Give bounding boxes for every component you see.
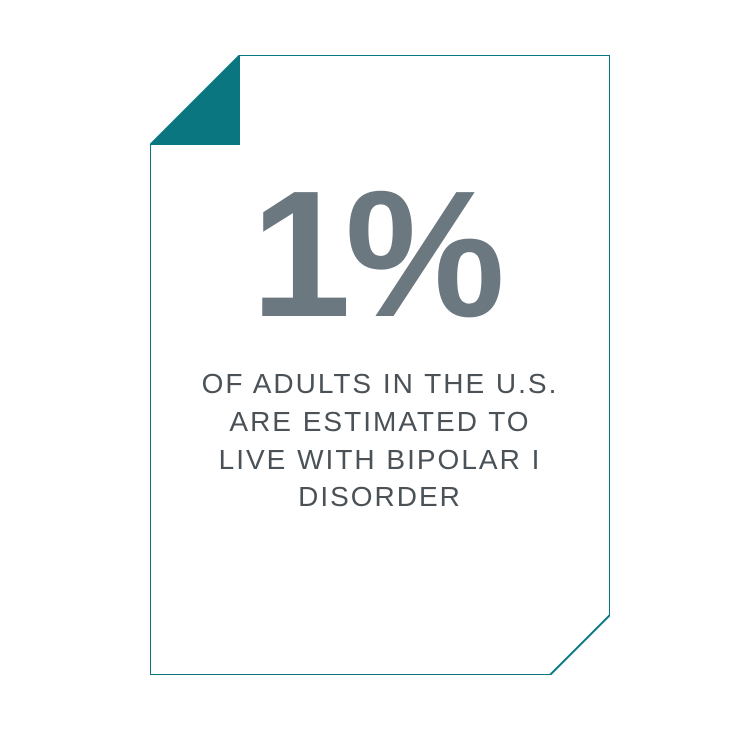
- stat-description: OF ADULTS IN THE U.S. ARE ESTIMATED TO L…: [180, 365, 580, 516]
- card-content: 1% OF ADULTS IN THE U.S. ARE ESTIMATED T…: [150, 165, 610, 516]
- stat-value: 1%: [170, 165, 580, 345]
- stat-card: 1% OF ADULTS IN THE U.S. ARE ESTIMATED T…: [150, 55, 610, 675]
- folded-corner-icon: [150, 55, 240, 145]
